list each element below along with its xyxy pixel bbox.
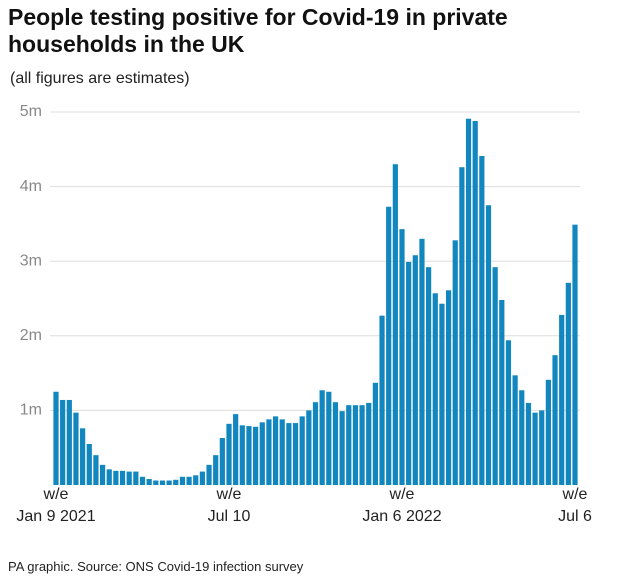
- bar: [266, 419, 272, 485]
- bar: [326, 391, 332, 485]
- bar: [332, 402, 339, 485]
- x-tick-label: w/e Jan 6 2022: [362, 486, 442, 525]
- bar: [113, 470, 119, 485]
- bar: [272, 416, 279, 485]
- bar: [286, 423, 292, 485]
- bar: [86, 443, 92, 485]
- chart-title: People testing positive for Covid-19 in …: [8, 4, 508, 57]
- bar: [399, 229, 405, 485]
- bar: [73, 412, 79, 485]
- bar: [186, 476, 192, 485]
- bar: [512, 375, 518, 485]
- bar: [412, 255, 418, 485]
- bar: [292, 423, 299, 485]
- x-tick-label: w/e Jul 10: [207, 486, 251, 525]
- bar: [565, 282, 571, 485]
- bar: [159, 480, 166, 485]
- x-tick-label: w/e Jan 9 2021: [16, 486, 96, 525]
- bar: [346, 405, 352, 485]
- bar: [372, 382, 378, 485]
- bar: [319, 390, 325, 485]
- bar: [572, 224, 578, 485]
- bar: [525, 402, 532, 485]
- bar: [153, 480, 159, 485]
- bar: [173, 479, 179, 485]
- bar: [379, 315, 385, 485]
- bar: [472, 120, 478, 486]
- bar: [359, 405, 365, 485]
- y-tick-label: 2m: [20, 327, 42, 344]
- bar: [299, 416, 305, 485]
- bar: [312, 402, 319, 485]
- bar: [465, 118, 472, 486]
- bar: [559, 314, 565, 485]
- bar: [499, 299, 505, 485]
- bar: [552, 355, 558, 485]
- bar: [452, 240, 458, 485]
- y-tick-label: 3m: [20, 252, 42, 269]
- bar: [259, 422, 265, 485]
- bar: [532, 412, 538, 485]
- bar: [459, 167, 465, 486]
- bar: [233, 414, 239, 485]
- bar: [66, 399, 72, 485]
- bar: [492, 267, 498, 485]
- bar: [519, 390, 525, 485]
- bar: [106, 469, 112, 485]
- bar: [126, 471, 132, 485]
- bar: [179, 476, 186, 485]
- y-tick-label: 1m: [20, 402, 42, 419]
- bar: [80, 428, 86, 485]
- bar: [99, 464, 106, 485]
- chart-subtitle: (all figures are estimates): [10, 70, 190, 87]
- bar: [253, 426, 259, 485]
- bar: [133, 471, 139, 485]
- bar: [439, 303, 445, 485]
- bar: [479, 156, 485, 485]
- bar: [392, 164, 398, 485]
- bar: [505, 340, 512, 485]
- bar: [246, 426, 252, 485]
- bar: [426, 267, 432, 485]
- bar: [226, 423, 232, 485]
- bar: [545, 379, 551, 485]
- bar: [219, 438, 225, 485]
- bar: [239, 425, 245, 485]
- bar: [406, 261, 412, 485]
- bar: [352, 405, 359, 485]
- bar: [485, 205, 492, 485]
- y-tick-label: 4m: [20, 178, 42, 195]
- bar: [419, 238, 425, 485]
- bar: [119, 470, 126, 485]
- bar: [53, 391, 59, 485]
- bar: [386, 206, 392, 485]
- bar: [146, 479, 152, 485]
- bar: [60, 399, 66, 485]
- bar: [279, 419, 285, 485]
- bar: [339, 411, 345, 485]
- source-note: PA graphic. Source: ONS Covid-19 infecti…: [8, 559, 304, 574]
- bar: [366, 402, 372, 485]
- bar: [213, 455, 219, 485]
- bar: [166, 480, 172, 485]
- bar: [193, 475, 199, 485]
- bar: [445, 290, 452, 485]
- y-tick-label: 5m: [20, 103, 42, 120]
- bar: [539, 410, 545, 485]
- bar: [93, 455, 99, 485]
- bar: [139, 476, 146, 485]
- bar: [306, 410, 312, 485]
- bar: [206, 464, 212, 485]
- bar: [199, 471, 205, 485]
- x-tick-label: w/e Jul 6: [558, 486, 592, 525]
- bar: [432, 293, 438, 485]
